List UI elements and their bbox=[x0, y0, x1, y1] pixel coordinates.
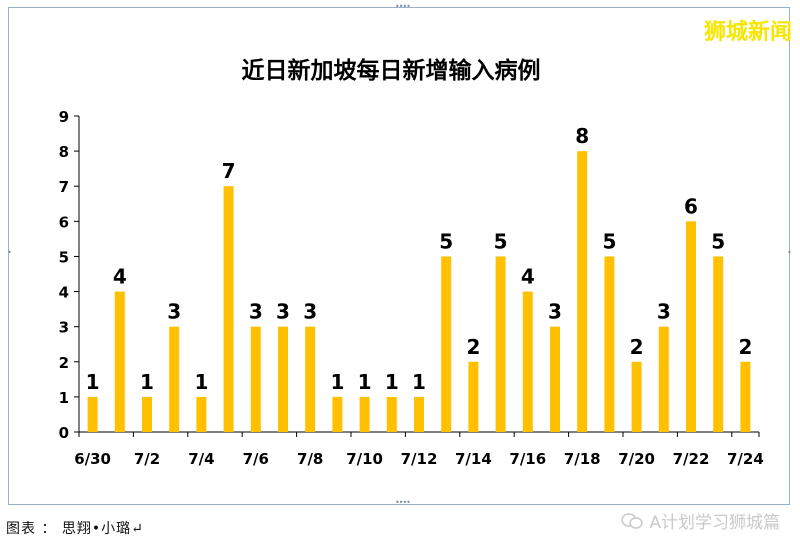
y-tick-label: 0 bbox=[59, 424, 69, 442]
y-tick-label: 3 bbox=[59, 319, 69, 337]
bar bbox=[223, 186, 234, 432]
bar bbox=[142, 396, 152, 432]
x-tick-label: 7/2 bbox=[134, 450, 160, 468]
bar-value-label: 1 bbox=[412, 370, 426, 394]
wechat-account-tag: A计划学习狮城篇 bbox=[621, 508, 780, 533]
bar-value-label: 1 bbox=[194, 370, 208, 394]
bar-value-label: 3 bbox=[276, 300, 290, 324]
bar-value-label: 2 bbox=[630, 335, 644, 359]
y-tick-label: 4 bbox=[59, 284, 69, 302]
bar-value-label: 2 bbox=[738, 335, 752, 359]
x-tick-label: 7/12 bbox=[401, 450, 438, 468]
bar bbox=[305, 326, 316, 432]
y-tick-label: 1 bbox=[59, 389, 69, 407]
y-axis: 0 1 2 3 4 5 6 7 8 9 bbox=[59, 108, 80, 442]
site-watermark: 狮城新闻 bbox=[703, 20, 792, 45]
resize-handle-bottom[interactable]: •••• bbox=[395, 498, 411, 507]
bar-value-label: 1 bbox=[330, 370, 344, 394]
bar bbox=[604, 256, 615, 432]
bar bbox=[658, 326, 669, 432]
bars bbox=[87, 151, 751, 432]
x-tick-label: 7/20 bbox=[618, 450, 655, 468]
bar bbox=[577, 151, 588, 432]
bar-value-label: 1 bbox=[385, 370, 399, 394]
resize-handle-right[interactable]: • bbox=[787, 248, 792, 257]
bar bbox=[740, 361, 751, 432]
bar bbox=[495, 256, 506, 432]
bar-value-label: 3 bbox=[167, 300, 181, 324]
bar bbox=[522, 291, 533, 432]
bar bbox=[169, 326, 180, 432]
bar-value-label: 5 bbox=[494, 229, 508, 253]
bar-value-label: 2 bbox=[466, 335, 480, 359]
bar bbox=[631, 361, 642, 432]
bar bbox=[114, 291, 125, 432]
bar bbox=[386, 396, 397, 432]
x-tick-label: 7/10 bbox=[346, 450, 383, 468]
bar bbox=[686, 221, 696, 432]
bar-value-label: 3 bbox=[548, 300, 562, 324]
y-tick-label: 8 bbox=[59, 143, 69, 161]
chart-credit: 图表 ： 思翔•小璐↵ bbox=[6, 521, 144, 537]
x-tick-label: 7/4 bbox=[188, 450, 214, 468]
bar bbox=[550, 326, 560, 432]
y-tick-label: 5 bbox=[59, 248, 69, 266]
bar-value-label: 7 bbox=[222, 159, 236, 183]
resize-handle-left[interactable]: • bbox=[7, 248, 12, 257]
bar bbox=[196, 396, 207, 432]
bar bbox=[713, 256, 724, 432]
bar-value-label: 6 bbox=[684, 194, 698, 218]
bar-value-label: 5 bbox=[602, 229, 616, 253]
bar bbox=[441, 256, 452, 432]
chart-title: 近日新加坡每日新增输入病例 bbox=[242, 57, 541, 84]
bar-value-label: 5 bbox=[439, 229, 453, 253]
x-tick-label: 7/14 bbox=[455, 450, 492, 468]
x-tick-label: 7/18 bbox=[564, 450, 601, 468]
x-tick-label: 7/16 bbox=[509, 450, 546, 468]
bar bbox=[278, 326, 288, 432]
bar-value-label: 1 bbox=[86, 370, 100, 394]
bar-value-label: 4 bbox=[113, 265, 127, 289]
x-tick-label: 7/6 bbox=[243, 450, 269, 468]
bar bbox=[468, 361, 479, 432]
y-tick-label: 6 bbox=[59, 213, 69, 231]
y-tick-label: 2 bbox=[59, 354, 69, 372]
x-tick-label: 7/22 bbox=[673, 450, 710, 468]
bar bbox=[359, 396, 370, 432]
bar-value-label: 8 bbox=[575, 124, 589, 148]
bar bbox=[250, 326, 261, 432]
y-tick-label: 7 bbox=[59, 178, 69, 196]
x-tick-label: 6/30 bbox=[74, 450, 111, 468]
x-tick-label: 7/8 bbox=[297, 450, 323, 468]
bar-value-label: 3 bbox=[249, 300, 263, 324]
wechat-icon bbox=[621, 512, 644, 529]
bar-value-label: 1 bbox=[140, 370, 154, 394]
x-axis: 6/30 7/2 7/4 7/6 7/8 7/10 7/12 7/14 7/16 7/18 7/20… bbox=[74, 431, 764, 468]
x-tick-label: 7/24 bbox=[727, 450, 764, 468]
bar bbox=[87, 396, 98, 432]
bar-value-label: 1 bbox=[358, 370, 372, 394]
bar bbox=[332, 396, 343, 432]
bar-value-label: 3 bbox=[303, 300, 317, 324]
bar-value-label: 4 bbox=[521, 265, 535, 289]
bar-value-label: 5 bbox=[711, 229, 725, 253]
bar-value-label: 3 bbox=[657, 300, 671, 324]
y-tick-label: 9 bbox=[59, 108, 69, 126]
wechat-account-name: A计划学习狮城篇 bbox=[649, 513, 780, 533]
bar bbox=[414, 396, 424, 432]
resize-handle-top[interactable]: •••• bbox=[395, 2, 411, 11]
